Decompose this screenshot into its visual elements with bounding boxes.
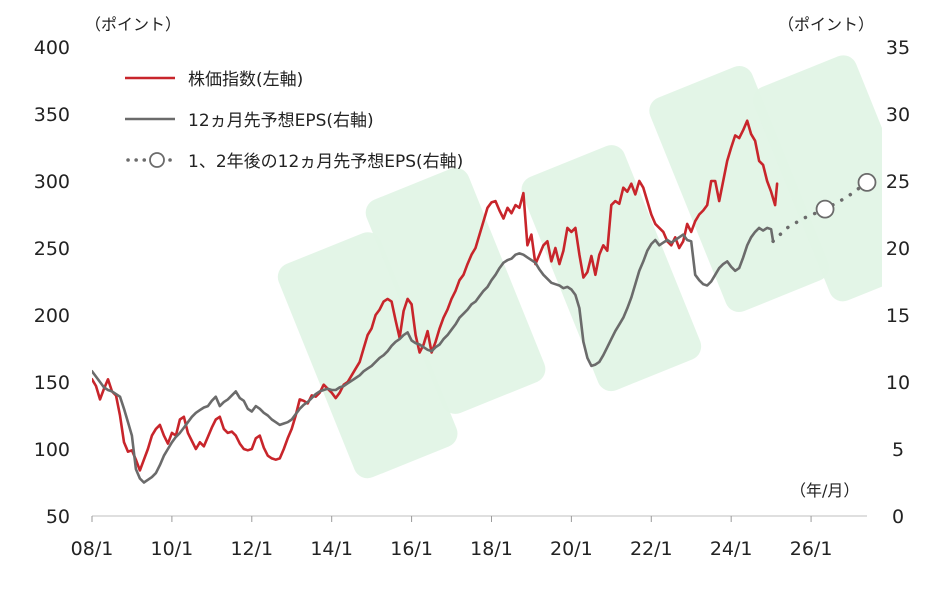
forecast-marker <box>857 172 877 192</box>
x-tick-label: 22/1 <box>630 538 673 560</box>
legend-label: 12ヵ月先予想EPS(右軸) <box>188 111 374 131</box>
highlight-region-5 <box>753 55 882 302</box>
x-tick-label: 20/1 <box>550 538 593 560</box>
right-tick-label: 35 <box>886 37 910 59</box>
x-axis-unit-label: （年/月） <box>790 481 859 500</box>
legend: 株価指数(左軸) 12ヵ月先予想EPS(右軸) 1、2年後の12ヵ月先予想EPS(右… <box>125 70 463 172</box>
forecast-marker <box>815 199 835 219</box>
right-tick-label: 30 <box>886 104 910 126</box>
left-tick-label: 50 <box>46 506 70 528</box>
series-line-3 <box>771 180 869 244</box>
series-line-1 <box>92 119 779 472</box>
legend-label: 株価指数(左軸) <box>188 70 303 90</box>
right-axis-unit-label: （ポイント） <box>778 15 874 34</box>
highlight-region-3 <box>521 145 702 392</box>
left-tick-label: 150 <box>34 372 70 394</box>
legend-label: 1、2年後の12ヵ月先予想EPS(右軸) <box>188 152 463 172</box>
left-tick-label: 300 <box>34 171 70 193</box>
right-tick-label: 0 <box>892 506 904 528</box>
x-tick-label: 08/1 <box>71 538 114 560</box>
x-tick-label: 18/1 <box>470 538 513 560</box>
series <box>92 119 877 484</box>
legend-swatch-marker <box>149 152 165 168</box>
x-tick-label: 12/1 <box>230 538 273 560</box>
left-tick-label: 250 <box>34 238 70 260</box>
right-tick-label: 25 <box>886 171 910 193</box>
axes: 50 100 150 200 250 300 350 400 0 5 10 15 20 25 30 35 08/… <box>34 37 910 560</box>
x-tick-label: 24/1 <box>710 538 753 560</box>
left-tick-label: 400 <box>34 37 70 59</box>
right-tick-label: 20 <box>886 238 910 260</box>
right-tick-label: 15 <box>886 305 910 327</box>
series-line-2 <box>92 226 775 484</box>
right-tick-label: 5 <box>892 439 904 461</box>
x-tick-label: 10/1 <box>151 538 194 560</box>
highlight-region-4 <box>649 66 830 313</box>
left-tick-label: 350 <box>34 104 70 126</box>
left-tick-label: 200 <box>34 305 70 327</box>
x-tick-label: 14/1 <box>310 538 353 560</box>
x-tick-label: 16/1 <box>390 538 433 560</box>
left-axis-unit-label: （ポイント） <box>85 15 181 34</box>
right-tick-label: 10 <box>886 372 910 394</box>
x-tick-label: 26/1 <box>790 538 833 560</box>
highlight-region-1 <box>277 232 458 479</box>
left-tick-label: 100 <box>34 439 70 461</box>
